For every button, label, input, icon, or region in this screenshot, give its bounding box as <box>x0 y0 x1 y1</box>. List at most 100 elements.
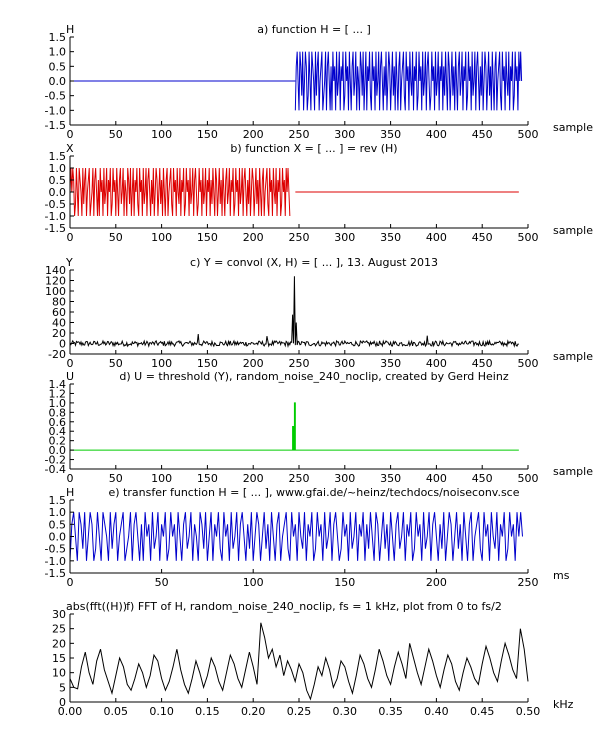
x-tick-label: 0 <box>67 576 74 589</box>
y-tick-label: 0.0 <box>49 531 67 544</box>
series-line-1 <box>69 622 529 701</box>
x-tick-label: 500 <box>518 128 539 141</box>
y-tick-label: -1.0 <box>45 555 66 568</box>
y-tick-label: 25 <box>52 623 66 636</box>
y-tick-label: 0.5 <box>49 518 67 531</box>
x-tick-label: 0 <box>67 128 74 141</box>
x-tick-label: 50 <box>109 472 123 485</box>
x-axis-label: sample <box>553 121 593 134</box>
x-tick-label: 250 <box>289 472 310 485</box>
x-tick-label: 0.45 <box>470 705 495 718</box>
y-tick-label: 1.5 <box>49 31 67 44</box>
y-tick-label: 10 <box>52 667 66 680</box>
x-tick-label: 300 <box>334 472 355 485</box>
y-tick-label: 60 <box>52 306 66 319</box>
x-tick-label: 450 <box>472 357 493 370</box>
x-tick-label: 0 <box>67 472 74 485</box>
y-tick-label: 0.8 <box>49 406 67 419</box>
x-tick-label: 100 <box>243 576 264 589</box>
y-tick-label: -1.5 <box>45 119 66 132</box>
chart-panel-6: f) FFT of H, random_noise_240_noclip, fs… <box>52 600 574 718</box>
chart-title: e) transfer function H = [ ... ], www.gf… <box>108 486 519 499</box>
series-line-2 <box>294 51 523 111</box>
x-tick-label: 300 <box>334 128 355 141</box>
x-tick-label: 150 <box>334 576 355 589</box>
y-tick-label: -0.5 <box>45 90 66 103</box>
series-line-1 <box>70 402 519 451</box>
series-line-1 <box>69 512 523 561</box>
x-tick-label: 200 <box>243 357 264 370</box>
x-tick-label: 200 <box>243 472 264 485</box>
y-tick-label: -1.0 <box>45 210 66 223</box>
x-tick-label: 50 <box>155 576 169 589</box>
y-tick-label: 20 <box>52 327 66 340</box>
y-tick-label: 120 <box>45 275 66 288</box>
x-tick-label: 350 <box>380 472 401 485</box>
x-tick-label: 150 <box>197 357 218 370</box>
x-tick-label: 50 <box>109 128 123 141</box>
y-tick-label: 0 <box>59 338 66 351</box>
y-tick-label: 100 <box>45 285 66 298</box>
y-tick-label: -0.2 <box>45 454 66 467</box>
x-tick-label: 400 <box>426 231 447 244</box>
y-tick-label: 0.6 <box>49 416 67 429</box>
x-axis-label: sample <box>553 465 593 478</box>
x-tick-label: 0.25 <box>287 705 312 718</box>
x-tick-label: 250 <box>518 576 539 589</box>
x-tick-label: 300 <box>334 357 355 370</box>
y-tick-label: 1.4 <box>49 378 67 391</box>
x-tick-label: 0.05 <box>104 705 129 718</box>
x-tick-label: 250 <box>289 128 310 141</box>
y-tick-label: -0.4 <box>45 463 66 476</box>
y-tick-label: 0.5 <box>49 174 67 187</box>
y-tick-label: 0.5 <box>49 60 67 73</box>
x-tick-label: 500 <box>518 357 539 370</box>
x-tick-label: 100 <box>151 231 172 244</box>
y-axis-label: H <box>66 23 74 36</box>
x-tick-label: 250 <box>289 357 310 370</box>
y-tick-label: 1.0 <box>49 162 67 175</box>
y-tick-label: 0 <box>59 696 66 709</box>
x-tick-label: 100 <box>151 357 172 370</box>
x-tick-label: 350 <box>380 357 401 370</box>
y-tick-label: 1.2 <box>49 387 67 400</box>
y-axis-label: X <box>66 142 74 155</box>
x-tick-label: 500 <box>518 472 539 485</box>
x-tick-label: 200 <box>243 231 264 244</box>
y-tick-label: -1.0 <box>45 104 66 117</box>
y-axis-label: Y <box>65 256 73 269</box>
chart-title: b) function X = [ ... ] = rev (H) <box>230 142 397 155</box>
x-tick-label: 0.50 <box>516 705 541 718</box>
chart-panel-4: d) U = threshold (Y), random_noise_240_n… <box>45 370 594 485</box>
x-axis-label: kHz <box>553 698 574 711</box>
y-tick-label: 1.0 <box>49 46 67 59</box>
chart-panel-2: b) function X = [ ... ] = rev (H) X -1.5-1… <box>45 142 594 244</box>
x-tick-label: 50 <box>109 231 123 244</box>
y-tick-label: 0.2 <box>49 435 67 448</box>
y-tick-label: 1.5 <box>49 150 67 163</box>
x-axis-label: sample <box>553 224 593 237</box>
x-tick-label: 200 <box>243 128 264 141</box>
chart-title: a) function H = [ ... ] <box>257 23 371 36</box>
x-tick-label: 100 <box>151 472 172 485</box>
x-tick-label: 400 <box>426 357 447 370</box>
x-tick-label: 0.30 <box>333 705 358 718</box>
x-tick-label: 150 <box>197 472 218 485</box>
y-tick-label: 0.0 <box>49 444 67 457</box>
y-axis-label: H <box>66 486 74 499</box>
x-axis-label: ms <box>553 569 570 582</box>
y-tick-label: 5 <box>59 681 66 694</box>
y-tick-label: 20 <box>52 637 66 650</box>
x-tick-label: 500 <box>518 231 539 244</box>
y-tick-label: 15 <box>52 652 66 665</box>
chart-panel-3: c) Y = convol (X, H) = [ ... ], 13. Augu… <box>45 256 593 370</box>
x-tick-label: 450 <box>472 128 493 141</box>
y-tick-label: 1.5 <box>49 494 67 507</box>
x-tick-label: 400 <box>426 472 447 485</box>
x-axis-label: sample <box>553 350 593 363</box>
y-axis-label: abs(fft((H)) <box>66 600 127 613</box>
chart-title: d) U = threshold (Y), random_noise_240_n… <box>119 370 508 383</box>
x-tick-label: 300 <box>334 231 355 244</box>
x-tick-label: 0.15 <box>195 705 220 718</box>
